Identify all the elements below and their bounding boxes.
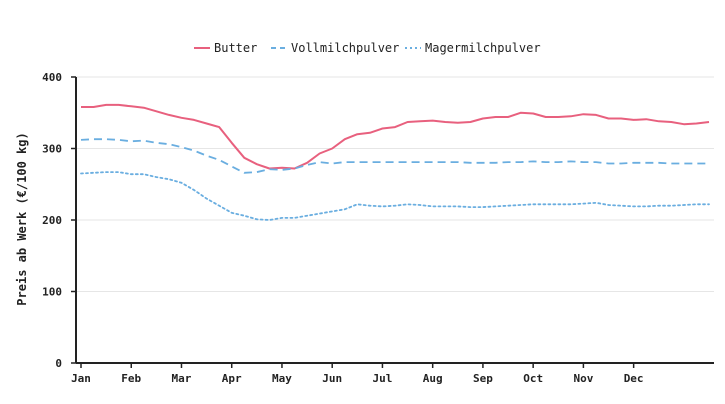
- x-tick-label: Sep: [473, 372, 493, 385]
- x-tick-label: Feb: [121, 372, 141, 385]
- series-lines: [80, 103, 710, 221]
- x-tick-label: Dec: [624, 372, 644, 385]
- x-tick-label: Mar: [172, 372, 192, 385]
- y-tick-label: 0: [55, 357, 62, 370]
- legend-item-butter: Butter: [194, 41, 257, 55]
- x-tick-label: Apr: [222, 372, 242, 385]
- legend-label: Vollmilchpulver: [291, 41, 399, 55]
- x-tick-label: Jun: [322, 372, 342, 385]
- series-line-magermilchpulver: [80, 171, 710, 221]
- legend: Butter Vollmilchpulver Magermilchpulver: [194, 41, 541, 55]
- axes: 0 100 200 300 400 Jan Feb Mar Apr May Jun Jul Aug Sep…: [42, 71, 714, 385]
- series-line-vollmilchpulver: [80, 138, 709, 174]
- x-tick-label: Jan: [71, 372, 91, 385]
- x-tick-label: Aug: [423, 372, 443, 385]
- series-line-butter: [81, 103, 710, 170]
- legend-item-magermilchpulver: Magermilchpulver: [405, 41, 541, 55]
- y-tick-label: 100: [42, 286, 62, 299]
- y-tick-label: 400: [42, 71, 62, 84]
- legend-label: Butter: [214, 41, 257, 55]
- y-axis-title: Preis ab Werk (€/100 kg): [15, 132, 29, 305]
- legend-label: Magermilchpulver: [425, 41, 541, 55]
- grid-lines: [76, 76, 714, 292]
- x-tick-label: Oct: [523, 372, 543, 385]
- x-tick-label: Nov: [573, 372, 593, 385]
- x-tick-label: May: [272, 372, 292, 385]
- y-tick-label: 200: [42, 214, 62, 227]
- x-tick-label: Jul: [373, 372, 393, 385]
- y-tick-label: 300: [42, 143, 62, 156]
- legend-item-vollmilchpulver: Vollmilchpulver: [271, 41, 399, 55]
